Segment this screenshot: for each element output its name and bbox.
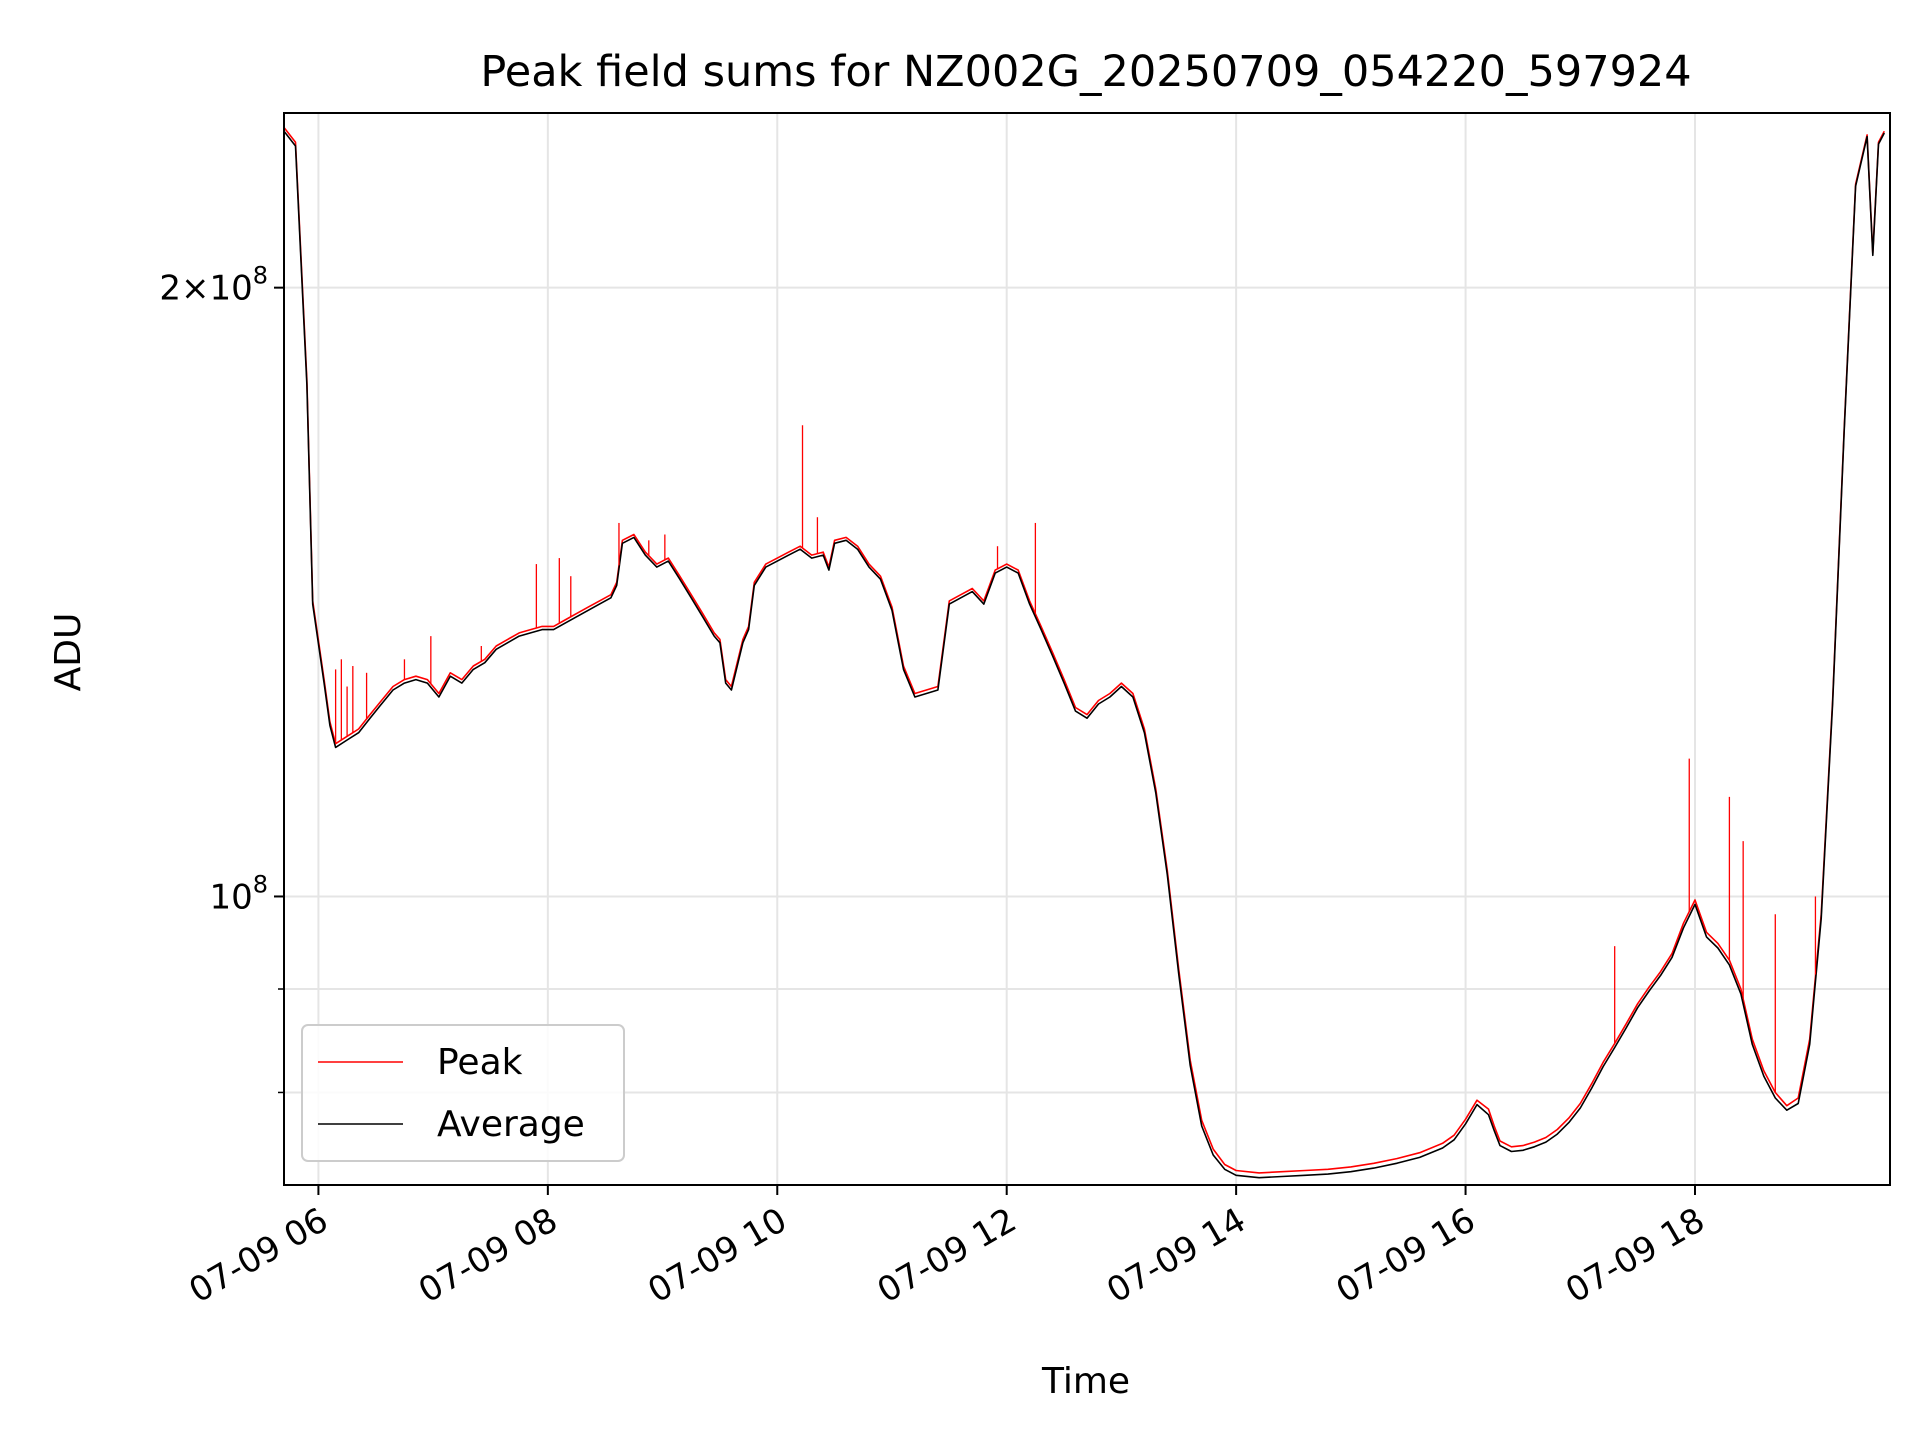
series-line-average bbox=[284, 130, 1886, 1179]
legend-label-peak: Peak bbox=[437, 1042, 523, 1083]
legend-label-average: Average bbox=[437, 1104, 585, 1145]
x-axis-label: Time bbox=[1041, 1361, 1130, 1402]
legend: Peak Average bbox=[301, 1024, 625, 1162]
y-tick-label: 2×108 bbox=[159, 262, 268, 309]
series-line-peak bbox=[284, 127, 1886, 1174]
plot-area-background bbox=[284, 113, 1890, 1185]
plot-frame bbox=[283, 112, 1891, 1186]
chart-title: Peak field sums for NZ002G_20250709_0542… bbox=[480, 47, 1691, 97]
grid-lines bbox=[284, 113, 1890, 1185]
y-tick-label: 108 bbox=[209, 870, 268, 917]
y-axis-ticks: 2×108 108 bbox=[159, 262, 284, 1094]
y-axis-label: ADU bbox=[48, 613, 89, 692]
legend-box bbox=[301, 1024, 625, 1162]
series-lines bbox=[284, 127, 1886, 1179]
